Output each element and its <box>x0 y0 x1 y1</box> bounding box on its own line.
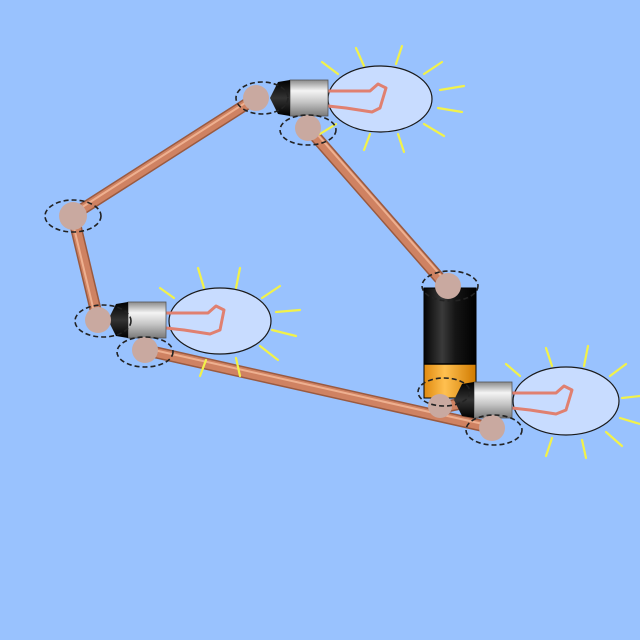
junction-battery-bottom[interactable] <box>417 377 471 418</box>
junction-left-bottom[interactable] <box>74 304 132 338</box>
junction-battery-top[interactable] <box>421 270 479 302</box>
light-bulb-right[interactable] <box>454 344 640 460</box>
light-rays-icon <box>318 44 466 154</box>
light-rays-icon <box>504 344 640 460</box>
wire-top-right[interactable] <box>302 122 454 294</box>
light-bulb-top[interactable] <box>270 44 466 154</box>
light-rays-icon <box>158 266 302 378</box>
junction-bulb-right[interactable] <box>465 414 523 446</box>
junction-bulb-top[interactable] <box>279 114 337 146</box>
junction-top-left[interactable] <box>235 81 289 115</box>
junction-bulb-left[interactable] <box>116 336 174 368</box>
junction-left-top[interactable] <box>44 199 102 233</box>
wire-left[interactable] <box>67 209 104 326</box>
wire-top-left[interactable] <box>67 92 262 221</box>
light-bulb-left[interactable] <box>108 266 302 378</box>
battery[interactable] <box>423 287 477 399</box>
